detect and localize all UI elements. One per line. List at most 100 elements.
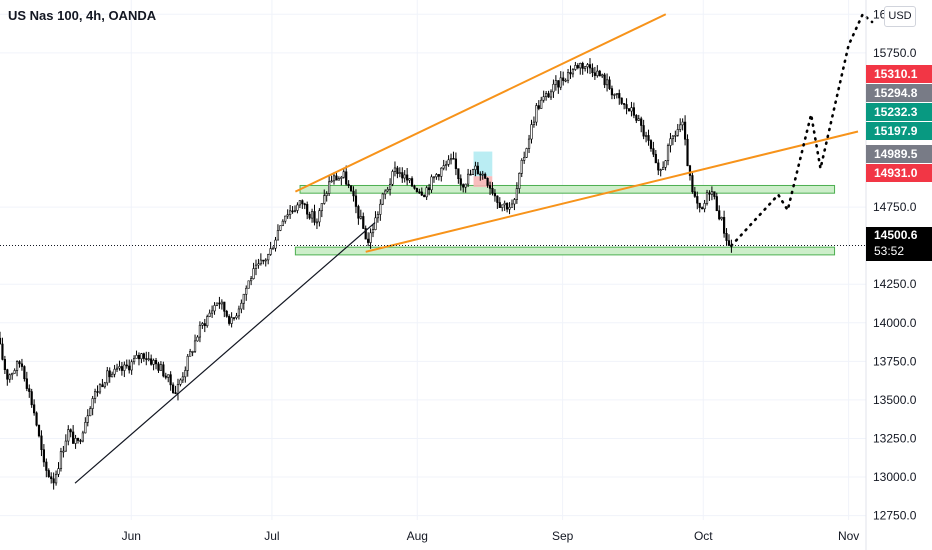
candle bbox=[289, 204, 292, 219]
candle-body bbox=[564, 79, 567, 82]
candle-body bbox=[281, 220, 284, 226]
time-axis[interactable]: Jun Jul Aug Sep Oct Nov bbox=[122, 529, 860, 543]
time-tick-label: Nov bbox=[838, 529, 859, 543]
candle-body bbox=[128, 365, 131, 371]
candle bbox=[471, 168, 475, 176]
candle bbox=[340, 175, 343, 186]
candle-body bbox=[223, 301, 226, 312]
candle-body bbox=[447, 159, 450, 165]
candle-body bbox=[6, 369, 9, 380]
candle bbox=[432, 176, 436, 183]
candle-body bbox=[276, 230, 280, 241]
candle-body bbox=[462, 184, 465, 188]
candle bbox=[208, 309, 211, 318]
candle-body bbox=[79, 440, 82, 442]
candle bbox=[425, 185, 428, 201]
candle-body bbox=[644, 135, 648, 137]
candle bbox=[725, 228, 728, 246]
candle bbox=[96, 385, 99, 397]
symbol-legend[interactable]: US Nas 100, 4h, OANDA bbox=[8, 8, 157, 23]
candle bbox=[306, 201, 309, 220]
candle-body bbox=[250, 278, 253, 282]
candle bbox=[423, 194, 426, 198]
time-tick-label: Jul bbox=[264, 529, 279, 543]
candle bbox=[303, 202, 306, 210]
candle bbox=[525, 147, 528, 158]
candle bbox=[359, 209, 362, 220]
candle-body bbox=[457, 168, 460, 179]
candle-body bbox=[135, 354, 138, 359]
candle-body bbox=[62, 450, 65, 453]
candle-body bbox=[374, 217, 377, 230]
candle bbox=[191, 350, 194, 357]
candle bbox=[710, 186, 714, 201]
candle-body bbox=[722, 217, 726, 234]
currency-button[interactable]: USD bbox=[884, 6, 916, 27]
candle-body bbox=[308, 213, 311, 219]
candle bbox=[25, 371, 28, 392]
candle bbox=[8, 373, 11, 383]
candle-body bbox=[186, 355, 189, 371]
candle bbox=[345, 165, 348, 186]
candle-body bbox=[369, 232, 372, 243]
candle-body bbox=[640, 118, 643, 126]
candle bbox=[152, 358, 155, 371]
candle-body bbox=[296, 204, 299, 211]
candle bbox=[228, 314, 231, 326]
candle bbox=[267, 253, 270, 265]
candle bbox=[125, 359, 128, 369]
candle-body bbox=[291, 210, 294, 213]
candle bbox=[562, 71, 565, 86]
candle-body bbox=[464, 183, 467, 188]
candle bbox=[659, 168, 662, 177]
candle bbox=[415, 187, 419, 193]
candle-body bbox=[8, 374, 11, 380]
candle bbox=[418, 188, 421, 194]
candle-body bbox=[198, 324, 202, 338]
candle-body bbox=[162, 364, 165, 377]
candle-body bbox=[150, 358, 153, 365]
candle-body bbox=[30, 391, 33, 406]
candle bbox=[325, 191, 328, 202]
candle-body bbox=[525, 148, 528, 158]
candle bbox=[386, 186, 389, 193]
price-tick-label: 14250.0 bbox=[873, 277, 917, 291]
candle bbox=[406, 167, 409, 186]
candle bbox=[111, 371, 114, 378]
candle bbox=[440, 167, 443, 182]
candle bbox=[30, 388, 33, 408]
candle bbox=[174, 385, 177, 395]
candle-body bbox=[206, 316, 209, 327]
candle-body bbox=[459, 178, 462, 185]
candle bbox=[130, 359, 133, 375]
candle bbox=[115, 363, 119, 373]
candle-body bbox=[515, 188, 518, 200]
candle-body bbox=[130, 361, 133, 371]
candle bbox=[357, 204, 360, 225]
candle-body bbox=[154, 360, 158, 365]
candle bbox=[293, 205, 297, 213]
candle bbox=[140, 352, 143, 364]
candle-body bbox=[666, 145, 670, 162]
candle-body bbox=[435, 174, 438, 178]
candle bbox=[457, 168, 460, 184]
candle bbox=[201, 321, 204, 329]
candle-body bbox=[576, 65, 579, 69]
candle-body bbox=[596, 70, 599, 76]
candle bbox=[518, 172, 521, 194]
candle bbox=[15, 360, 19, 377]
candle bbox=[601, 73, 604, 79]
candle-body bbox=[0, 337, 2, 345]
candle bbox=[413, 184, 416, 190]
price-axis[interactable]: 16000.015750.014750.014250.014000.013750… bbox=[873, 7, 917, 522]
candle-body bbox=[437, 174, 440, 177]
candle-body bbox=[96, 391, 99, 393]
candle-body bbox=[506, 202, 509, 210]
candle-body bbox=[401, 172, 404, 179]
candle-body bbox=[120, 366, 124, 371]
candle-body bbox=[427, 187, 431, 191]
candle-body bbox=[262, 259, 265, 262]
candle-body bbox=[330, 180, 333, 183]
candle-body bbox=[501, 204, 504, 208]
